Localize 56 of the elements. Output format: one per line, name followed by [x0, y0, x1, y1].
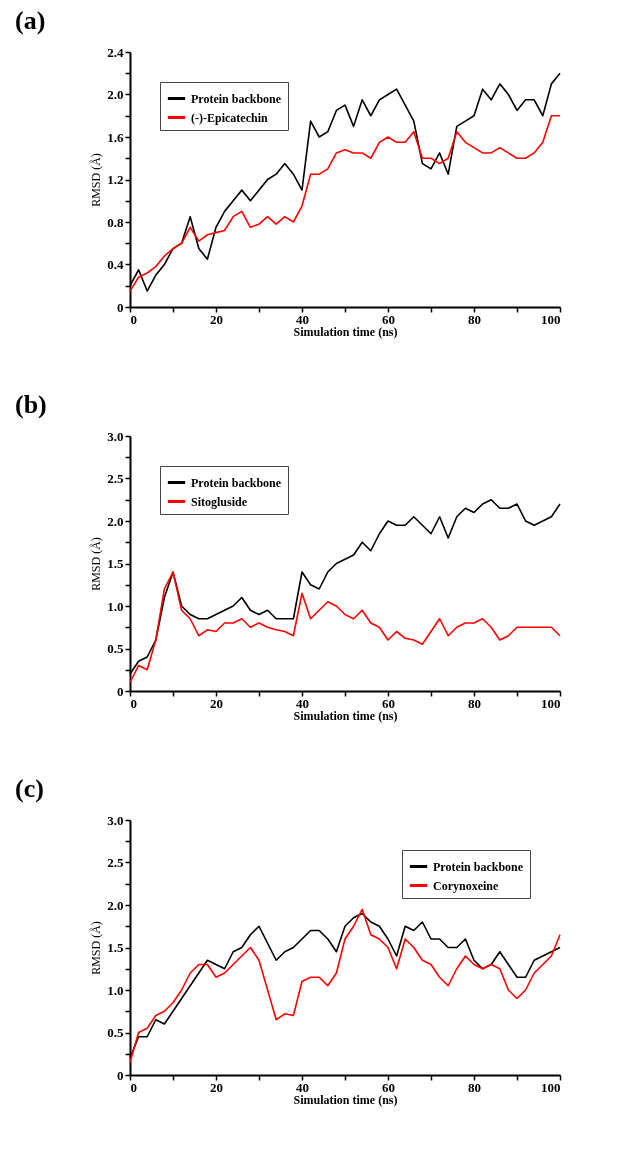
legend-label: Protein backbone: [433, 859, 524, 874]
x-tick-label: 0: [130, 1079, 137, 1095]
y-tick-label: 1.5: [107, 556, 124, 571]
legend-label: Corynoxeine: [433, 878, 499, 893]
y-tick-label: 0.8: [107, 214, 124, 230]
x-axis-title: Simulation time (ns): [293, 1092, 398, 1107]
x-tick-label: 40: [296, 311, 309, 327]
y-tick-label: 3.0: [107, 812, 124, 828]
x-tick-label: 0: [130, 311, 137, 327]
x-tick-label: 60: [382, 1079, 395, 1095]
y-tick-label: 1.6: [107, 129, 124, 145]
legend-label: (-)-Epicatechin: [191, 110, 268, 125]
y-tick-label: 1.2: [107, 172, 124, 187]
y-tick-label: 0: [117, 299, 124, 315]
x-tick-label: 100: [541, 695, 561, 711]
y-tick-label: 2.0: [107, 897, 124, 913]
chart-title: (a): [15, 6, 46, 35]
y-axis-title: RMSD (Å): [89, 153, 104, 207]
y-tick-label: 0: [117, 683, 124, 699]
y-tick-label: 1.0: [107, 982, 124, 998]
y-tick-label: 2.0: [107, 513, 124, 529]
x-tick-label: 20: [210, 695, 223, 711]
x-tick-label: 60: [382, 311, 395, 327]
legend-label: Protein backbone: [191, 91, 282, 106]
legend-label: Protein backbone: [191, 475, 282, 490]
chart-title: (b): [15, 390, 47, 419]
line-series: [129, 571, 561, 684]
y-tick-label: 0.5: [107, 1025, 124, 1040]
x-tick-label: 80: [468, 695, 481, 711]
x-tick-label: 80: [468, 311, 481, 327]
x-axis-title: Simulation time (ns): [293, 324, 398, 339]
x-tick-label: 40: [296, 1079, 309, 1095]
y-tick-label: 1.5: [107, 940, 124, 955]
y-tick-label: 0.4: [107, 257, 124, 272]
line-series: [129, 114, 561, 292]
x-tick-label: 80: [468, 1079, 481, 1095]
y-tick-label: 2.5: [107, 855, 124, 870]
chart-title: (c): [15, 774, 44, 803]
x-tick-label: 0: [130, 695, 137, 711]
y-axis-title: RMSD (Å): [89, 537, 104, 591]
x-tick-label: 60: [382, 695, 395, 711]
x-tick-label: 100: [541, 1079, 561, 1095]
y-tick-label: 2.5: [107, 471, 124, 486]
y-tick-label: 3.0: [107, 428, 124, 444]
x-tick-label: 20: [210, 1079, 223, 1095]
y-tick-label: 2.0: [107, 87, 124, 102]
y-tick-label: 2.4: [107, 44, 124, 60]
legend-label: Sitogluside: [191, 494, 248, 509]
y-tick-label: 1.0: [107, 598, 124, 614]
x-tick-label: 100: [541, 311, 561, 327]
y-axis-title: RMSD (Å): [89, 921, 104, 975]
x-tick-label: 40: [296, 695, 309, 711]
y-tick-label: 0.5: [107, 641, 124, 656]
x-axis-title: Simulation time (ns): [293, 708, 398, 723]
x-tick-label: 20: [210, 311, 223, 327]
y-tick-label: 0: [117, 1067, 124, 1083]
